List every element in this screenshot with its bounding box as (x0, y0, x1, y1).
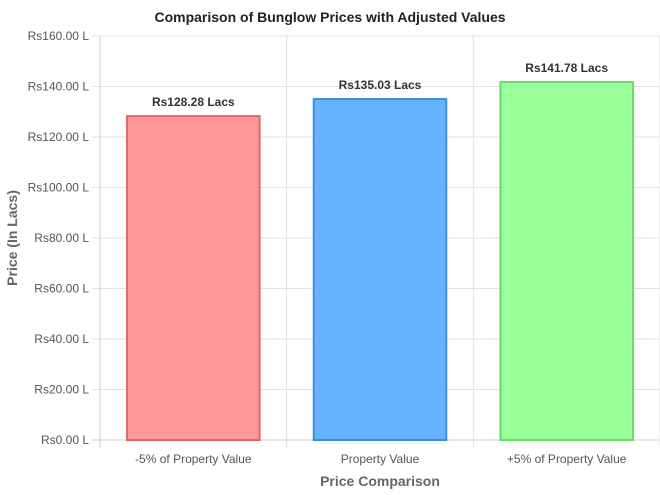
y-tick-label: Rs20.00 L (34, 383, 89, 397)
y-tick-label: Rs0.00 L (41, 433, 89, 447)
x-axis-title: Price Comparison (320, 473, 440, 489)
y-tick-label: Rs160.00 L (28, 29, 90, 43)
bar-value-label: Rs141.78 Lacs (525, 61, 608, 75)
y-tick-label: Rs80.00 L (34, 231, 89, 245)
x-tick-label: Property Value (341, 452, 420, 466)
data-labels: Rs128.28 Lacs Rs135.03 Lacs Rs141.78 Lacs (152, 61, 608, 109)
bar (499, 81, 634, 442)
x-tick-label: +5% of Property Value (507, 452, 627, 466)
bar (126, 115, 261, 442)
bars (126, 81, 634, 442)
y-axis-title: Price (In Lacs) (4, 190, 20, 286)
y-tick-label: Rs140.00 L (28, 80, 90, 94)
y-tick-label: Rs60.00 L (34, 282, 89, 296)
y-tick-label: Rs100.00 L (28, 181, 90, 195)
bar-value-label: Rs135.03 Lacs (339, 78, 422, 92)
y-tick-label: Rs120.00 L (28, 130, 90, 144)
x-tick-label: -5% of Property Value (135, 452, 252, 466)
chart-title: Comparison of Bunglow Prices with Adjust… (154, 9, 505, 25)
y-tick-label: Rs40.00 L (34, 332, 89, 346)
bar (312, 98, 448, 441)
bar-value-label: Rs128.28 Lacs (152, 95, 235, 109)
x-axis-ticks: -5% of Property Value Property Value +5% o… (135, 452, 627, 466)
y-axis-ticks: Rs0.00 L Rs20.00 L Rs40.00 L Rs60.00 L Rs80.… (28, 29, 90, 447)
